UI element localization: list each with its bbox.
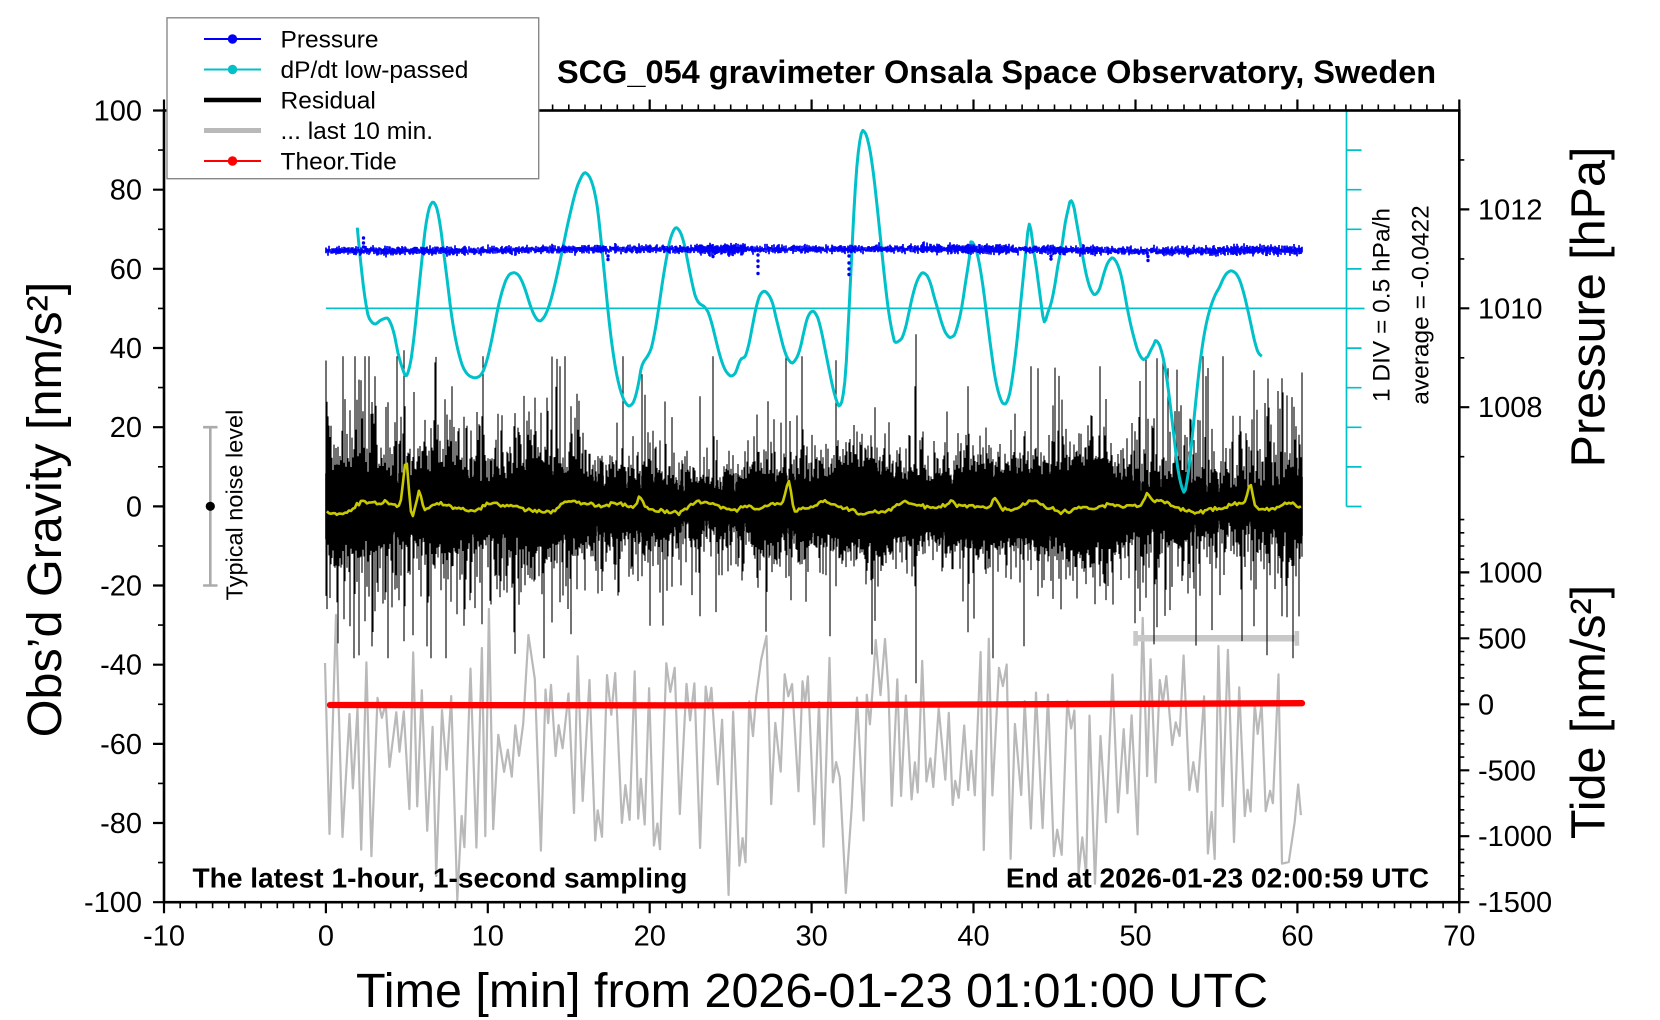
svg-text:0: 0 (1478, 689, 1494, 721)
svg-text:SCG_054 gravimeter Onsala Spac: SCG_054 gravimeter Onsala Space Observat… (557, 54, 1436, 90)
svg-text:0: 0 (318, 921, 334, 953)
svg-text:500: 500 (1478, 623, 1526, 655)
svg-text:60: 60 (110, 254, 142, 286)
svg-text:40: 40 (110, 333, 142, 365)
svg-text:Tide [nm/s²]: Tide [nm/s²] (1562, 585, 1616, 839)
svg-text:Theor.Tide: Theor.Tide (281, 148, 397, 175)
svg-text:-40: -40 (100, 650, 142, 682)
svg-text:60: 60 (1281, 921, 1313, 953)
svg-text:Residual: Residual (281, 87, 376, 114)
svg-text:Obs’d Gravity [nm/s²]: Obs’d Gravity [nm/s²] (18, 282, 72, 737)
svg-text:dP/dt low-passed: dP/dt low-passed (281, 57, 469, 84)
svg-text:End at 2026-01-23 02:00:59 UTC: End at 2026-01-23 02:00:59 UTC (1006, 863, 1429, 894)
svg-text:... last 10 min.: ... last 10 min. (281, 118, 434, 145)
svg-text:1000: 1000 (1478, 557, 1543, 589)
svg-text:40: 40 (957, 921, 989, 953)
svg-text:-20: -20 (100, 571, 142, 603)
svg-text:The latest 1-hour, 1-second sa: The latest 1-hour, 1-second sampling (193, 863, 688, 894)
svg-text:-80: -80 (100, 808, 142, 840)
svg-text:average = -0.0422: average = -0.0422 (1408, 205, 1435, 405)
svg-text:30: 30 (795, 921, 827, 953)
svg-text:20: 20 (634, 921, 666, 953)
svg-text:1012: 1012 (1478, 194, 1543, 226)
svg-text:Typical noise level: Typical noise level (222, 410, 248, 601)
svg-text:70: 70 (1443, 921, 1475, 953)
svg-text:100: 100 (94, 96, 142, 128)
svg-text:1 DIV = 0.5 hPa/h: 1 DIV = 0.5 hPa/h (1369, 208, 1396, 402)
svg-text:1010: 1010 (1478, 293, 1543, 325)
svg-text:20: 20 (110, 412, 142, 444)
svg-text:Time [min] from 2026-01-23 01:: Time [min] from 2026-01-23 01:01:00 UTC (356, 964, 1268, 1018)
svg-text:-60: -60 (100, 729, 142, 761)
svg-text:1008: 1008 (1478, 392, 1543, 424)
svg-text:-1500: -1500 (1478, 887, 1552, 919)
svg-text:0: 0 (126, 491, 142, 523)
svg-text:-10: -10 (143, 921, 185, 953)
svg-text:10: 10 (472, 921, 504, 953)
svg-text:Pressure: Pressure (281, 26, 379, 53)
svg-text:80: 80 (110, 175, 142, 207)
svg-text:-1000: -1000 (1478, 821, 1552, 853)
svg-text:Pressure [hPa]: Pressure [hPa] (1562, 147, 1616, 468)
svg-text:-500: -500 (1478, 755, 1536, 787)
svg-text:50: 50 (1119, 921, 1151, 953)
svg-text:-100: -100 (84, 887, 142, 919)
